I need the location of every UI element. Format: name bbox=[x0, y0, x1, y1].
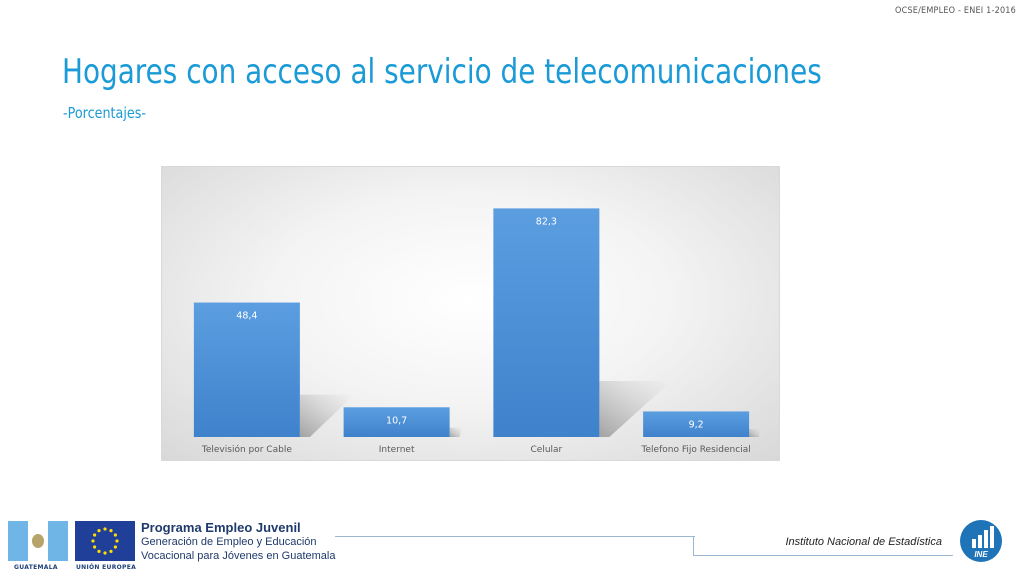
footer-divider-step bbox=[693, 536, 694, 555]
eu-star bbox=[103, 551, 107, 555]
data-label: 10,7 bbox=[386, 415, 407, 426]
eu-star bbox=[109, 549, 113, 553]
eu-star bbox=[113, 533, 117, 537]
eu-label: UNIÓN EUROPEA bbox=[76, 564, 137, 571]
bar bbox=[343, 407, 450, 437]
bar bbox=[643, 411, 750, 437]
eu-star bbox=[91, 539, 95, 543]
ine-logo-icon: INE bbox=[960, 520, 1002, 562]
logo-text: INE bbox=[974, 550, 988, 559]
category-label: Celular bbox=[531, 445, 563, 455]
guatemala-label: GUATEMALA bbox=[14, 564, 58, 571]
slide-title: Hogares con acceso al servicio de teleco… bbox=[62, 52, 822, 92]
bar-shadow bbox=[299, 394, 355, 437]
bar-shadow bbox=[599, 381, 672, 437]
data-label: 48,4 bbox=[236, 311, 257, 322]
eu-star bbox=[97, 549, 101, 553]
eu-flag-icon bbox=[75, 521, 135, 561]
bar-shadow bbox=[449, 427, 462, 437]
bar-shadow bbox=[749, 428, 760, 437]
program-line-2: Vocacional para Jóvenes en Guatemala bbox=[141, 550, 336, 562]
bar-chart: 48,4 Televisión por Cable 10,7 Internet 82,3… bbox=[161, 166, 780, 461]
category-label: Televisión por Cable bbox=[201, 444, 292, 455]
eu-star bbox=[113, 545, 117, 549]
eu-star bbox=[115, 539, 119, 543]
footer-divider-left bbox=[335, 536, 695, 537]
bar bbox=[193, 302, 300, 437]
category-label: Internet bbox=[379, 445, 415, 455]
chart-canvas: 48,4 Televisión por Cable 10,7 Internet 82,3… bbox=[193, 208, 760, 455]
program-title: Programa Empleo Juvenil bbox=[141, 520, 301, 535]
program-line-1: Generación de Empleo y Educación bbox=[141, 536, 317, 548]
eu-star bbox=[103, 527, 107, 531]
data-label: 9,2 bbox=[689, 419, 704, 430]
coat-of-arms-icon bbox=[32, 534, 44, 548]
institution-name: Instituto Nacional de Estadística bbox=[785, 536, 942, 548]
eu-stars-icon bbox=[91, 527, 119, 555]
category-label: Telefono Fijo Residencial bbox=[641, 445, 751, 455]
eu-star bbox=[97, 529, 101, 533]
header-code: OCSE/EMPLEO - ENEI 1-2016 bbox=[895, 6, 1016, 16]
bar bbox=[493, 208, 600, 437]
eu-star bbox=[93, 545, 97, 549]
guatemala-flag-icon bbox=[8, 521, 68, 561]
data-label: 82,3 bbox=[536, 216, 557, 227]
slide-subtitle: -Porcentajes- bbox=[63, 104, 146, 122]
eu-star bbox=[93, 533, 97, 537]
footer-divider-right bbox=[693, 555, 953, 556]
eu-star bbox=[109, 529, 113, 533]
